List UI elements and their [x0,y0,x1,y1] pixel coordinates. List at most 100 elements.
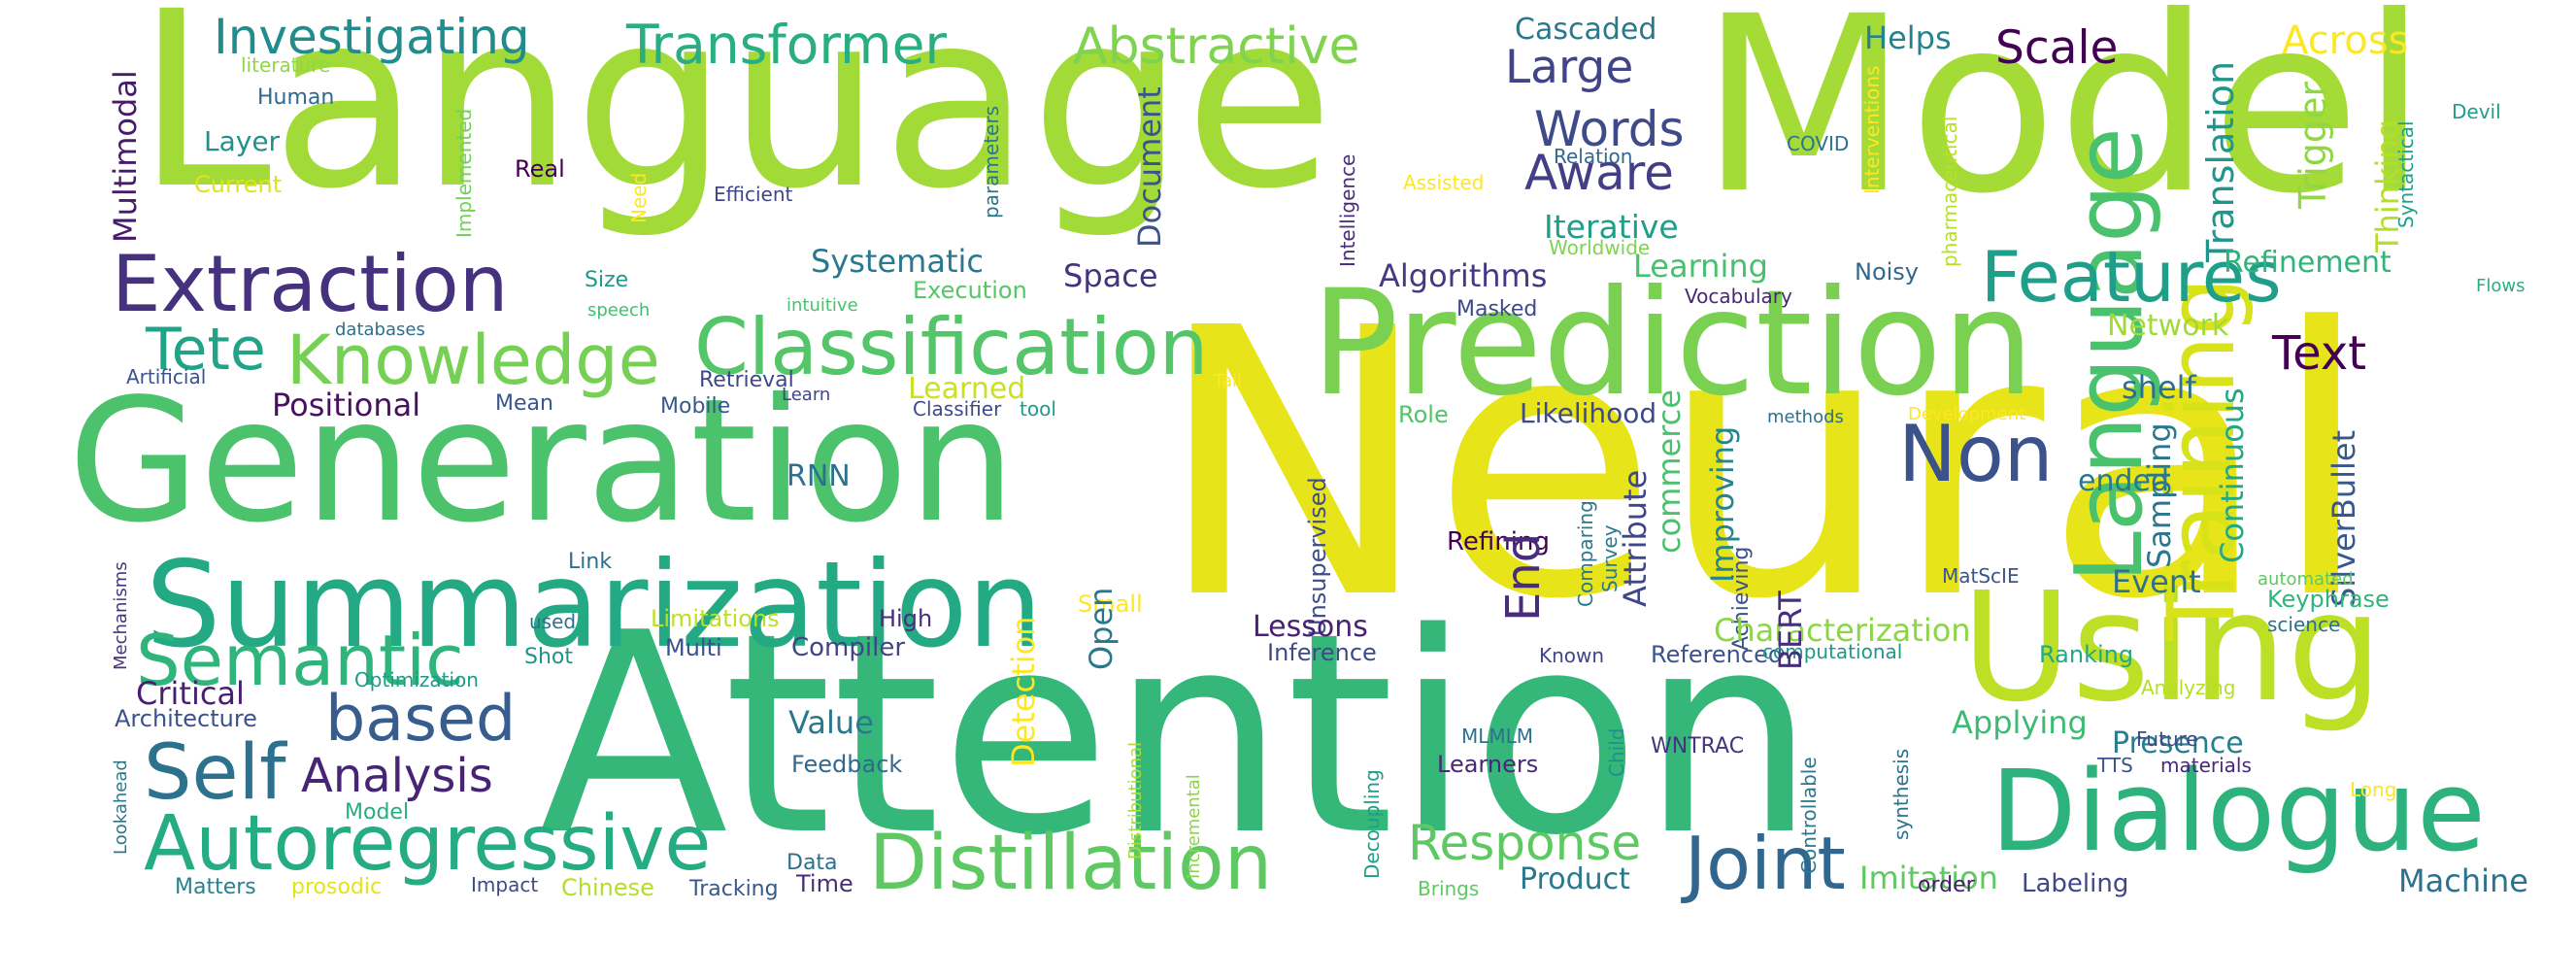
cloud-word: Translation [2199,61,2242,263]
cloud-word: Extraction [112,239,508,329]
cloud-word: Decoupling [1360,769,1384,879]
cloud-word: Compiler [791,633,905,662]
cloud-word: Worldwide [1549,236,1650,259]
cloud-word: MLMLM [1461,725,1533,748]
cloud-word: Features [1981,236,2282,318]
cloud-word: Human [257,85,334,110]
cloud-word: Trigger [2292,82,2334,210]
cloud-word: Interventions [1860,66,1884,195]
cloud-word: Future [2136,727,2198,751]
cloud-word: Attention [539,574,1816,896]
cloud-word: tool [1020,397,1056,421]
cloud-word: Machine [2398,862,2528,899]
cloud-word: Autoregressive [144,800,711,888]
cloud-word: High [879,605,932,632]
cloud-word: Small [1078,590,1143,618]
cloud-word: Multimodal [107,70,144,243]
cloud-word: Assisted [1403,171,1484,194]
cloud-word: Learned [908,372,1025,406]
cloud-word: Investigating [214,9,530,65]
cloud-word: Matters [175,875,256,899]
cloud-word: COVID [1787,132,1849,155]
cloud-word: speech [587,300,650,320]
cloud-word: Product [1520,862,1630,896]
cloud-word: Syntactical [2394,120,2418,228]
cloud-word: Document [1131,86,1168,248]
cloud-word: Summarization [146,536,1043,674]
cloud-word: Tracking [688,877,779,901]
cloud-word: Generation [68,363,1016,560]
cloud-word: MatScIE [1942,564,2020,588]
cloud-word: Likelihood [1520,397,1656,429]
cloud-word: Architecture [115,705,257,732]
cloud-word: Semantic [136,620,464,701]
cloud-word: Noisy [1855,258,1919,286]
cloud-word: Analysis [301,749,493,803]
cloud-word: Implemented [452,109,476,238]
cloud-word: Survey [1598,524,1622,592]
cloud-word: Positional [272,387,420,423]
cloud-word: Imitation [1859,860,1998,896]
cloud-word: order [1918,873,1976,897]
cloud-word: Data [786,851,838,875]
cloud-word: computational [1762,640,1902,663]
cloud-word: Development [1908,404,2025,424]
cloud-word: Mean [495,391,553,416]
cloud-word: Analyzing [2141,676,2235,699]
cloud-word: used [529,610,576,633]
cloud-word: Aware [1524,145,1674,201]
cloud-word: Incremental [1184,774,1204,879]
cloud-word: Across [2282,18,2408,63]
cloud-word: Language [136,0,1334,242]
cloud-word: Network [2107,309,2229,343]
cloud-word: Real [515,155,565,183]
cloud-word: Controllable [1797,757,1821,874]
cloud-word: Refinement [2224,246,2392,280]
cloud-word: Model [345,800,409,825]
cloud-word: Applying [1952,704,2088,741]
cloud-word: Distillation [869,820,1272,907]
cloud-word: Attribute [1617,470,1654,607]
cloud-word: Value [788,704,874,741]
cloud-word: parameters [980,106,1003,219]
cloud-word: prosodic [291,875,382,899]
cloud-word: Open [1083,588,1120,670]
cloud-word: Impact [471,873,538,896]
cloud-word: Mechanisms [111,561,131,670]
cloud-word: Retrieval [699,368,794,392]
cloud-word: Brings [1418,877,1479,900]
cloud-word: Intelligence [1336,154,1359,267]
cloud-word: Keyphrase [2267,586,2390,613]
cloud-word: Thinking [2369,119,2406,253]
cloud-word: Continuous [2214,388,2251,563]
cloud-word: Role [1398,401,1449,428]
cloud-word: Execution [913,277,1027,304]
cloud-word: Chinese [561,874,654,901]
cloud-word: Iterative [1544,208,1679,246]
cloud-word: Abstractive [1073,17,1360,76]
cloud-word: Learners [1437,751,1538,778]
cloud-word: Prediction [1311,259,2034,428]
cloud-word: Artificial [126,365,206,388]
cloud-word: Neural [1155,250,2373,680]
cloud-word: Need [627,173,651,223]
cloud-word: Devil [2452,100,2501,123]
cloud-word: Large [1505,41,1633,94]
cloud-word: based [325,683,516,756]
cloud-word: Time [795,870,853,897]
cloud-word: Distributional [1125,742,1146,860]
cloud-word: Relation [1554,145,1632,168]
cloud-word: Inference [1267,639,1377,666]
cloud-word: synthesis [1890,749,1913,840]
cloud-word: SilverBullet [2325,430,2362,607]
cloud-word: Critical [136,675,245,712]
cloud-word: Link [568,550,612,574]
cloud-word: Joint [1681,821,1846,906]
cloud-word: Training [2149,277,2256,642]
cloud-word: Presence [2112,726,2244,760]
cloud-word: Learn [782,385,830,405]
cloud-word: Words [1534,101,1685,157]
cloud-word: Response [1408,815,1641,871]
